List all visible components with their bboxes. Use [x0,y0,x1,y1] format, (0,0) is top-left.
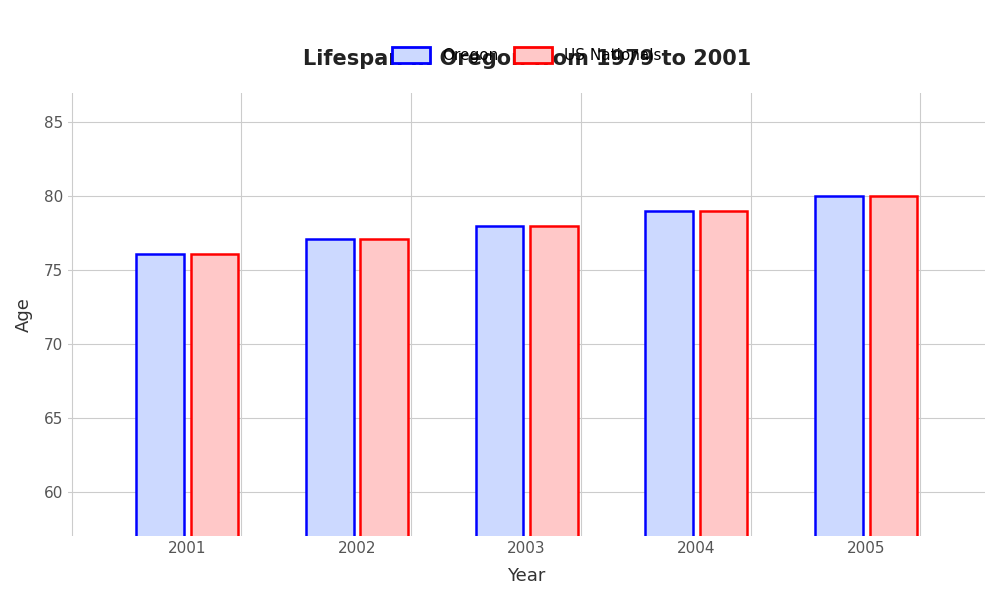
X-axis label: Year: Year [507,567,546,585]
Bar [191,254,238,600]
Bar [870,196,917,600]
Bar [476,226,523,600]
Bar [136,254,184,600]
Bar [815,196,863,600]
Bar [700,211,747,600]
Y-axis label: Age: Age [15,297,33,332]
Bar [645,211,693,600]
Title: Lifespan in Oregon from 1979 to 2001: Lifespan in Oregon from 1979 to 2001 [303,49,751,69]
Legend: Oregon, US Nationals: Oregon, US Nationals [392,47,662,63]
Bar [360,239,408,600]
Bar [306,239,354,600]
Bar [530,226,578,600]
